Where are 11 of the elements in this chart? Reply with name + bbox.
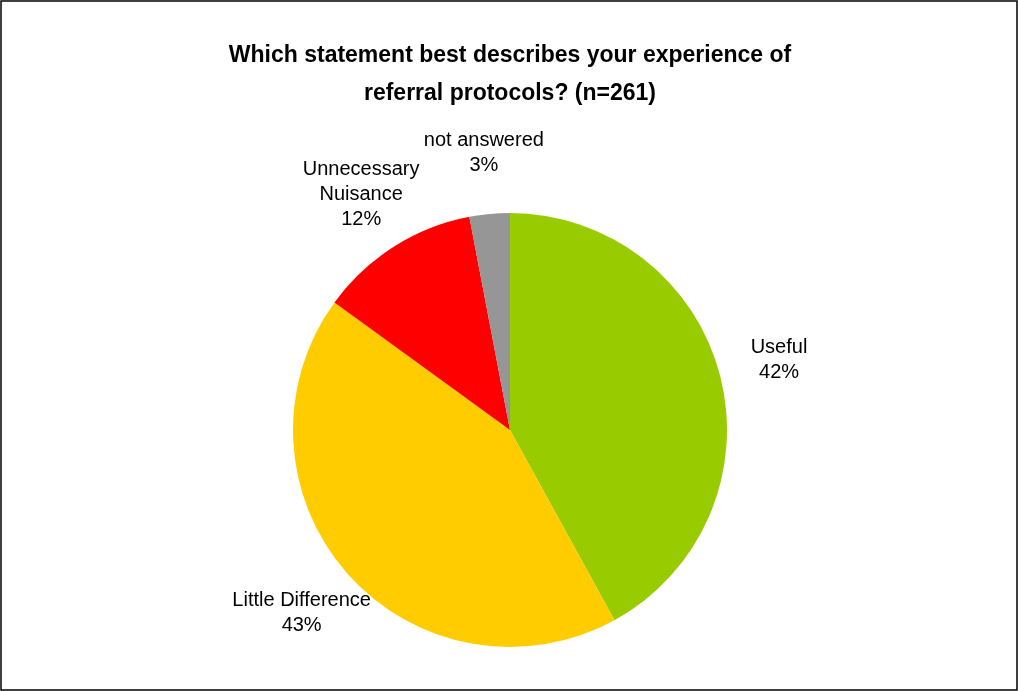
slice-label: not answered: [423, 128, 544, 151]
slice-label: Useful: [750, 335, 808, 358]
slice-label: Little Difference: [232, 588, 371, 611]
data-label: 12%: [341, 207, 382, 230]
data-label: 42%: [759, 360, 800, 383]
data-label: 43%: [281, 613, 322, 636]
pie-slice: [510, 213, 727, 621]
slice-label: Unnecessary Nuisance: [302, 157, 420, 205]
chart-title: Which statement best describes your experience of referral protocols? (n=261): [228, 41, 792, 105]
data-label: 3%: [469, 153, 499, 176]
pie-slice: [469, 213, 510, 430]
